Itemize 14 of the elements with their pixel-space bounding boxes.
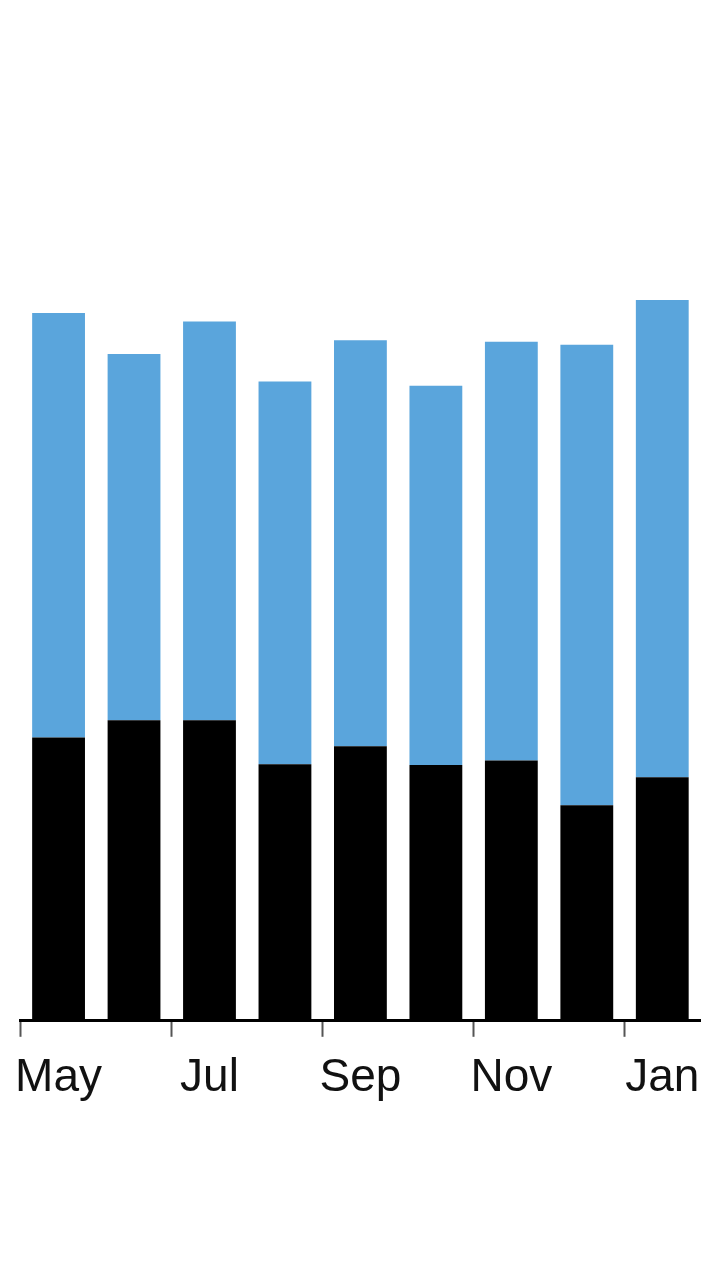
bar (484, 341, 538, 761)
bar (560, 344, 614, 806)
bar (183, 321, 236, 721)
bar (32, 312, 85, 738)
bar (635, 300, 689, 778)
bar (409, 385, 463, 765)
x-tick-label: May (15, 1049, 103, 1102)
bar (334, 340, 387, 747)
x-tick-label: Sep (319, 1049, 402, 1102)
x-tick-label: Jul (180, 1049, 239, 1102)
bar (258, 381, 312, 765)
bar (107, 354, 161, 721)
x-tick-label: Jan (625, 1049, 700, 1102)
x-tick-label: Nov (470, 1049, 553, 1102)
